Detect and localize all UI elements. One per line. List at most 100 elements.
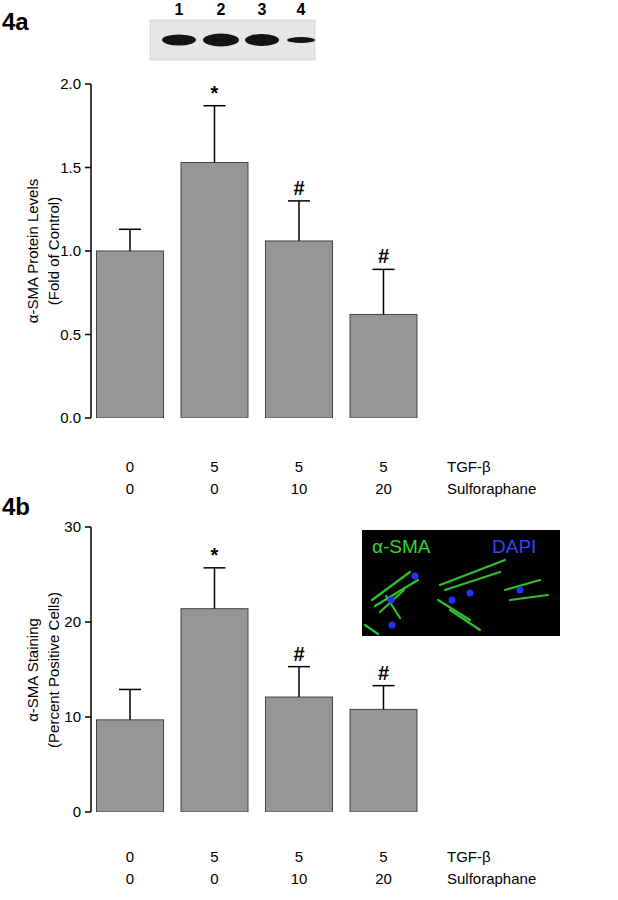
category-row-name: TGF-β	[447, 848, 491, 865]
significance-marker: #	[293, 643, 304, 665]
significance-marker: #	[378, 662, 389, 684]
inset-background	[362, 530, 560, 636]
nucleus	[449, 597, 456, 604]
category-label: 10	[291, 870, 308, 887]
category-label: 5	[295, 848, 303, 865]
category-row-name: Sulforaphane	[447, 870, 536, 887]
blot-band	[245, 34, 279, 46]
bar	[350, 709, 417, 812]
error-stem	[214, 568, 216, 609]
y-axis-label: α-SMA Protein Levels	[24, 179, 41, 324]
error-stem	[298, 667, 300, 697]
error-bar	[204, 106, 226, 163]
category-label: 0	[126, 458, 134, 475]
significance-marker: *	[211, 82, 219, 104]
bar	[266, 241, 333, 418]
y-tick	[85, 250, 91, 252]
lane-label: 3	[258, 1, 267, 18]
nucleus	[467, 590, 474, 597]
error-bar	[119, 229, 141, 251]
cell-filament	[445, 572, 500, 590]
error-cap	[204, 567, 226, 569]
y-tick	[85, 334, 91, 336]
bar	[181, 162, 248, 418]
cell-filament	[510, 595, 548, 600]
figure: 4aα-SMA Protein Levels(Fold of Control)0…	[0, 0, 618, 900]
cell-filament	[438, 600, 470, 620]
y-tick-label: 30	[64, 518, 81, 535]
category-label: 0	[126, 848, 134, 865]
y-tick	[85, 167, 91, 169]
category-row-name: Sulforaphane	[447, 480, 536, 497]
significance-marker: #	[378, 245, 389, 267]
cell-filament	[365, 625, 378, 634]
blot-background	[150, 20, 315, 60]
lane-label: 2	[217, 1, 226, 18]
category-label: 20	[375, 870, 392, 887]
y-tick-label: 0.0	[60, 409, 81, 426]
y-tick-label: 1.0	[60, 242, 81, 259]
nucleus	[517, 587, 524, 594]
error-cap	[119, 229, 141, 231]
error-stem	[383, 686, 385, 710]
bar	[97, 251, 164, 418]
error-cap	[373, 269, 395, 271]
y-tick-label: 0	[73, 803, 81, 820]
y-tick	[85, 811, 91, 813]
y-tick-label: 1.5	[60, 159, 81, 176]
error-stem	[298, 201, 300, 241]
y-tick-label: 10	[64, 708, 81, 725]
category-label: 5	[210, 848, 218, 865]
cell-filament	[375, 580, 418, 606]
y-tick-label: 2.0	[60, 75, 81, 92]
lane-label: 4	[297, 1, 306, 18]
y-axis-label: α-SMA Staining	[24, 618, 41, 722]
category-label: 5	[295, 458, 303, 475]
category-label: 0	[210, 870, 218, 887]
category-row-name: TGF-β	[447, 458, 491, 475]
significance-marker: *	[211, 544, 219, 566]
error-cap	[288, 666, 310, 668]
bar	[266, 697, 333, 812]
cell-filament	[450, 610, 480, 630]
bars	[97, 106, 418, 418]
category-label: 5	[379, 458, 387, 475]
fluorescence-inset	[362, 530, 560, 636]
error-bar	[288, 201, 310, 241]
cell-filament	[380, 590, 404, 612]
y-tick	[85, 526, 91, 528]
y-tick	[85, 417, 91, 419]
category-label: 10	[291, 480, 308, 497]
error-bar	[204, 568, 226, 609]
error-cap	[373, 685, 395, 687]
blot-band	[287, 37, 315, 43]
category-label: 0	[210, 480, 218, 497]
significance-marker: #	[293, 177, 304, 199]
category-label: 0	[126, 870, 134, 887]
western-blot	[150, 20, 315, 60]
nucleus	[388, 597, 395, 604]
cell-filament	[386, 596, 400, 618]
error-stem	[214, 106, 216, 163]
y-axis-line	[90, 527, 92, 812]
blot-band	[162, 35, 196, 46]
error-stem	[129, 229, 131, 251]
error-cap	[204, 105, 226, 107]
error-cap	[288, 200, 310, 202]
error-bar	[373, 686, 395, 710]
y-tick-label: 0.5	[60, 326, 81, 343]
bar	[350, 314, 417, 418]
category-label: 5	[379, 848, 387, 865]
category-label: 20	[375, 480, 392, 497]
nucleus	[389, 622, 396, 629]
y-tick	[85, 83, 91, 85]
error-stem	[129, 689, 131, 719]
bar	[97, 720, 164, 812]
inset-label: α-SMA	[372, 536, 431, 557]
error-bar	[373, 269, 395, 314]
error-bar	[119, 689, 141, 719]
error-cap	[119, 689, 141, 691]
inset-label: DAPI	[492, 536, 536, 557]
panel-label: 4b	[2, 493, 30, 520]
error-bar	[288, 667, 310, 697]
